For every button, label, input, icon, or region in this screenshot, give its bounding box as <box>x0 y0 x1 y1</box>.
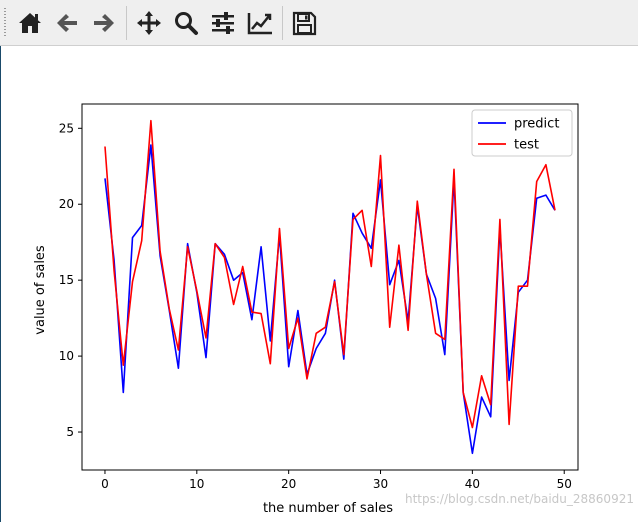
legend-label-test: test <box>514 138 539 153</box>
forward-button[interactable] <box>89 7 119 39</box>
y-tick-label: 25 <box>59 121 74 135</box>
y-tick-label: 5 <box>66 425 74 439</box>
x-tick-label: 40 <box>465 477 480 491</box>
y-tick-label: 15 <box>59 273 74 287</box>
watermark: https://blog.csdn.net/baidu_28860921 <box>405 492 634 506</box>
home-icon <box>19 13 41 33</box>
x-axis-label: the number of sales <box>263 501 393 516</box>
x-tick-label: 30 <box>373 477 388 491</box>
legend: predict test <box>471 109 573 157</box>
arrow-right-icon <box>94 14 114 32</box>
y-axis-label: value of sales <box>33 245 48 335</box>
y-tick-label: 10 <box>59 349 74 363</box>
legend-label-predict: predict <box>514 117 559 132</box>
x-tick-label: 20 <box>281 477 296 491</box>
back-button[interactable] <box>52 7 82 39</box>
y-tick-label: 20 <box>59 197 74 211</box>
window-edge <box>0 46 1 522</box>
figure-canvas[interactable]: 0 10 20 30 40 50 5 10 15 20 25 predict test the num… <box>0 46 638 522</box>
floppy-disk-icon <box>292 11 317 36</box>
arrow-left-icon <box>57 14 77 32</box>
line-chart-icon <box>247 13 272 35</box>
edit-axis-button[interactable] <box>245 7 275 39</box>
pan-button[interactable] <box>134 7 164 39</box>
save-button[interactable] <box>289 7 319 39</box>
sliders-icon <box>212 12 234 34</box>
toolbar-separator <box>282 6 283 40</box>
x-tick-label: 0 <box>101 477 109 491</box>
move-icon <box>137 11 161 35</box>
home-button[interactable] <box>15 7 45 39</box>
zoom-button[interactable] <box>171 7 201 39</box>
x-tick-label: 10 <box>189 477 204 491</box>
x-tick-label: 50 <box>557 477 572 491</box>
series-line-test <box>104 119 556 429</box>
plot-lines <box>104 119 556 455</box>
magnifier-icon <box>175 12 198 35</box>
toolbar-grip[interactable] <box>4 8 6 38</box>
configure-subplots-button[interactable] <box>208 7 238 39</box>
axis-ticks: 0 10 20 30 40 50 5 10 15 20 25 <box>59 121 572 491</box>
navigation-toolbar <box>0 0 638 46</box>
toolbar-separator <box>126 6 127 40</box>
